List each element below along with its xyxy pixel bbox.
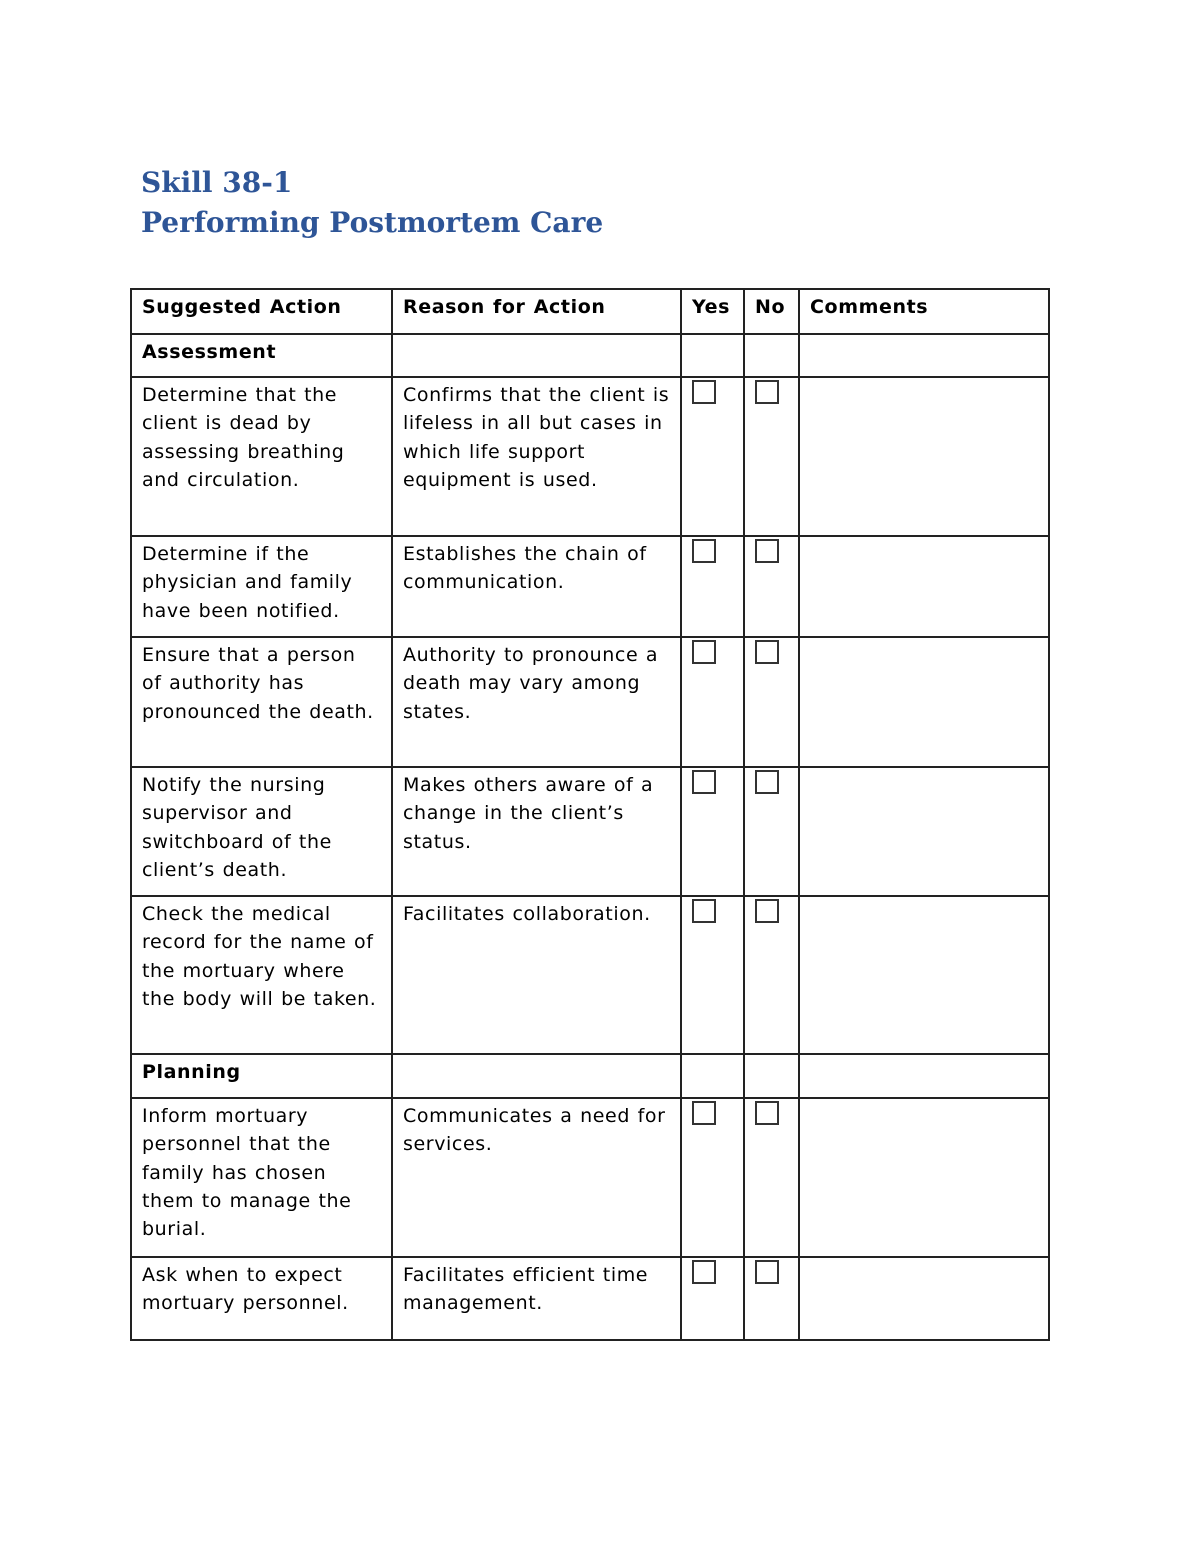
action-cell: Inform mortuary personnel that the famil… — [130, 1097, 393, 1258]
no-cell — [743, 535, 800, 638]
comments-cell[interactable] — [798, 636, 1050, 768]
yes-cell — [680, 1097, 745, 1258]
no-cell — [743, 636, 800, 768]
header-reason: Reason for Action — [391, 288, 682, 335]
table-row: Inform mortuary personnel that the famil… — [130, 1097, 1050, 1258]
no-checkbox[interactable] — [755, 899, 779, 923]
action-cell: Notify the nursing supervisor and switch… — [130, 766, 393, 897]
empty-cell — [743, 333, 800, 378]
reason-cell: Establishes the chain of communication. — [391, 535, 682, 638]
yes-cell — [680, 376, 745, 537]
reason-cell: Authority to pronounce a death may vary … — [391, 636, 682, 768]
comments-cell[interactable] — [798, 376, 1050, 537]
action-cell: Determine that the client is dead by ass… — [130, 376, 393, 537]
no-cell — [743, 895, 800, 1055]
reason-cell: Confirms that the client is lifeless in … — [391, 376, 682, 537]
header-comments: Comments — [798, 288, 1050, 335]
no-checkbox[interactable] — [755, 1101, 779, 1125]
section-label: Planning — [130, 1053, 393, 1099]
yes-cell — [680, 766, 745, 897]
reason-cell: Facilitates collaboration. — [391, 895, 682, 1055]
yes-checkbox[interactable] — [692, 640, 716, 664]
no-cell — [743, 376, 800, 537]
empty-cell — [391, 1053, 682, 1099]
header-suggested-action: Suggested Action — [130, 288, 393, 335]
empty-cell — [798, 1053, 1050, 1099]
yes-checkbox[interactable] — [692, 899, 716, 923]
table-row: Determine that the client is dead by ass… — [130, 376, 1050, 537]
action-cell: Check the medical record for the name of… — [130, 895, 393, 1055]
page-title: Performing Postmortem Care — [141, 206, 604, 239]
section-row: Assessment — [130, 333, 1050, 378]
reason-cell: Makes others aware of a change in the cl… — [391, 766, 682, 897]
no-checkbox[interactable] — [755, 1260, 779, 1284]
section-label: Assessment — [130, 333, 393, 378]
yes-checkbox[interactable] — [692, 1101, 716, 1125]
yes-checkbox[interactable] — [692, 770, 716, 794]
action-cell: Determine if the physician and family ha… — [130, 535, 393, 638]
checklist-table: Suggested Action Reason for Action Yes N… — [130, 288, 1050, 1341]
table-row: Determine if the physician and family ha… — [130, 535, 1050, 638]
table-row: Notify the nursing supervisor and switch… — [130, 766, 1050, 897]
skill-number: Skill 38-1 — [141, 166, 293, 199]
yes-cell — [680, 636, 745, 768]
yes-checkbox[interactable] — [692, 1260, 716, 1284]
empty-cell — [391, 333, 682, 378]
action-cell: Ensure that a person of authority has pr… — [130, 636, 393, 768]
action-cell: Ask when to expect mortuary personnel. — [130, 1256, 393, 1341]
header-yes: Yes — [680, 288, 745, 335]
header-no: No — [743, 288, 800, 335]
no-cell — [743, 1097, 800, 1258]
no-checkbox[interactable] — [755, 380, 779, 404]
yes-cell — [680, 895, 745, 1055]
no-checkbox[interactable] — [755, 539, 779, 563]
comments-cell[interactable] — [798, 895, 1050, 1055]
yes-cell — [680, 1256, 745, 1341]
no-cell — [743, 1256, 800, 1341]
comments-cell[interactable] — [798, 767, 1050, 897]
no-checkbox[interactable] — [755, 770, 779, 794]
empty-cell — [743, 1053, 800, 1099]
reason-cell: Communicates a need for services. — [391, 1097, 682, 1258]
table-row: Ensure that a person of authority has pr… — [130, 636, 1050, 768]
header-row: Suggested Action Reason for Action Yes N… — [130, 288, 1050, 335]
yes-checkbox[interactable] — [692, 539, 716, 563]
comments-cell[interactable] — [798, 1098, 1050, 1258]
section-row: Planning — [130, 1053, 1050, 1099]
empty-cell — [680, 1053, 745, 1099]
table-row: Ask when to expect mortuary personnel. F… — [130, 1256, 1050, 1341]
reason-cell: Facilitates efficient time management. — [391, 1256, 682, 1341]
yes-checkbox[interactable] — [692, 380, 716, 404]
empty-cell — [680, 333, 745, 378]
empty-cell — [798, 333, 1050, 378]
yes-cell — [680, 535, 745, 638]
no-cell — [743, 766, 800, 897]
comments-cell[interactable] — [798, 1257, 1050, 1341]
comments-cell[interactable] — [798, 535, 1050, 638]
no-checkbox[interactable] — [755, 640, 779, 664]
table-row: Check the medical record for the name of… — [130, 895, 1050, 1055]
